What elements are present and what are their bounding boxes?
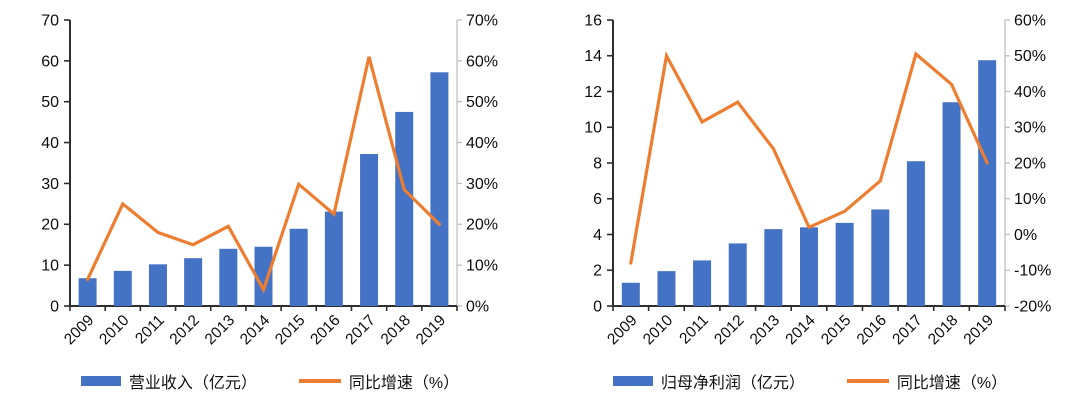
- net-profit-growth-chart: -20% -10% 0% 10% 20% 30% 40% 50% 60% 0 2 4 6 8 10 12 14 1…: [540, 0, 1080, 400]
- bar-2011: [148, 264, 167, 306]
- bar-2016: [324, 211, 343, 306]
- x-category-label: 2010: [96, 312, 133, 349]
- left-axis-tick-label: 30: [41, 176, 59, 193]
- bar-2011: [693, 260, 712, 306]
- right-axis-tick-label: 0%: [466, 298, 489, 315]
- right-axis-tick-label: 50%: [466, 94, 498, 111]
- x-category-label: 2010: [640, 312, 677, 349]
- right-axis-tick-label: 20%: [1014, 155, 1046, 172]
- bar-2016: [871, 209, 890, 306]
- bar-2014: [254, 246, 273, 306]
- legend-item-revenue: 营业收入（亿元）: [80, 369, 257, 393]
- x-category-label: 2014: [782, 312, 819, 349]
- x-category-label: 2013: [747, 312, 783, 348]
- x-category-label: 2011: [676, 312, 712, 348]
- left-axis-tick-label: 12: [584, 84, 602, 101]
- legend: 营业收入（亿元） 同比增速（%）: [0, 369, 540, 393]
- bar-2015: [289, 228, 308, 306]
- bar-2013: [219, 248, 238, 306]
- legend-label-growth: 同比增速（%）: [896, 375, 1008, 392]
- net-profit-plot: -20% -10% 0% 10% 20% 30% 40% 50% 60% 0 2 4 6 8 10 12 14 1…: [584, 12, 1051, 349]
- bar-series-swatch: [80, 376, 121, 386]
- growth-line: [629, 50, 989, 265]
- right-axis-tick-label: -10%: [1014, 263, 1051, 280]
- right-axis-tick-label: 0%: [1014, 227, 1037, 244]
- left-axis-tick-label: 0: [50, 298, 59, 315]
- right-axis-tick-label: 50%: [1014, 48, 1046, 65]
- x-category-label: 2019: [961, 312, 997, 348]
- bar-2013: [764, 229, 783, 306]
- bar-2017: [360, 154, 379, 306]
- x-category-label: 2019: [413, 312, 449, 348]
- x-category-label: 2018: [378, 312, 414, 348]
- bar-2015: [835, 222, 854, 306]
- legend: 归母净利润（亿元） 同比增速（%）: [540, 369, 1080, 393]
- x-category-label: 2012: [711, 312, 747, 348]
- right-axis-tick-label: 30%: [1014, 120, 1046, 137]
- left-axis-tick-label: 16: [584, 12, 602, 29]
- x-category-label: 2014: [237, 312, 274, 349]
- x-category-label: 2018: [925, 312, 961, 348]
- left-axis-tick-label: 10: [584, 120, 602, 137]
- right-axis-tick-label: 30%: [466, 176, 498, 193]
- bar-2010: [113, 270, 132, 306]
- bar-2012: [728, 243, 747, 306]
- x-category-label: 2017: [889, 312, 925, 348]
- bar-2009: [621, 282, 640, 306]
- bar-2019: [978, 60, 997, 306]
- bar-series-swatch: [612, 376, 653, 386]
- left-axis-tick-label: 50: [41, 94, 59, 111]
- left-axis-tick-label: 8: [593, 155, 602, 172]
- x-category-label: 2016: [307, 312, 343, 348]
- left-axis-tick-label: 14: [584, 48, 602, 65]
- line-series-swatch: [846, 379, 889, 383]
- right-axis-tick-label: 60%: [1014, 12, 1046, 29]
- left-axis-tick-label: 10: [41, 258, 59, 275]
- left-axis-tick-label: 40: [41, 135, 59, 152]
- x-category-label: 2012: [167, 312, 203, 348]
- right-axis-tick-label: 70%: [466, 12, 498, 29]
- revenue-plot: 0% 10% 20% 30% 40% 50% 60% 70% 0 10 20 30 40 50 60 70 20…: [41, 12, 498, 349]
- legend-label-net-profit: 归母净利润（亿元）: [660, 375, 805, 392]
- x-category-label: 2015: [818, 312, 854, 348]
- x-category-label: 2016: [854, 312, 890, 348]
- bar-2019: [430, 72, 449, 306]
- right-axis-tick-label: 60%: [466, 53, 498, 70]
- legend-item-net-profit: 归母净利润（亿元）: [612, 369, 805, 393]
- left-axis-tick-label: 2: [593, 263, 602, 280]
- left-axis-tick-label: 4: [593, 227, 602, 244]
- x-category-label: 2013: [202, 312, 238, 348]
- bar-2014: [800, 227, 818, 306]
- left-axis-tick-label: 6: [593, 191, 602, 208]
- growth-line: [85, 56, 441, 294]
- bar-2018: [942, 102, 961, 306]
- left-axis-tick-label: 70: [41, 12, 59, 29]
- legend-item-growth: 同比增速（%）: [846, 369, 1008, 393]
- x-category-label: 2015: [272, 312, 308, 348]
- right-axis-tick-label: 40%: [466, 135, 498, 152]
- right-axis-tick-label: -20%: [1014, 298, 1051, 315]
- bar-2012: [184, 258, 203, 306]
- legend-label-revenue: 营业收入（亿元）: [128, 375, 257, 392]
- left-axis-tick-label: 60: [41, 53, 59, 70]
- line-series-swatch: [298, 379, 341, 383]
- x-category-label: 2017: [342, 312, 378, 348]
- bar-2017: [906, 161, 925, 306]
- left-axis-tick-label: 20: [41, 217, 59, 234]
- right-axis-tick-label: 10%: [1014, 191, 1046, 208]
- x-category-label: 2009: [61, 312, 97, 348]
- legend-label-growth: 同比增速（%）: [348, 375, 460, 392]
- bar-2018: [395, 111, 414, 306]
- right-axis-tick-label: 20%: [466, 217, 498, 234]
- right-axis-tick-label: 10%: [466, 258, 498, 275]
- revenue-growth-chart: 0% 10% 20% 30% 40% 50% 60% 70% 0 10 20 30 40 50 60 70 20…: [0, 12, 540, 393]
- bar-2009: [78, 278, 97, 306]
- legend-item-growth: 同比增速（%）: [298, 369, 460, 393]
- x-category-label: 2009: [604, 312, 640, 348]
- left-axis-tick-label: 0: [593, 298, 602, 315]
- bar-2010: [657, 271, 676, 306]
- x-category-label: 2011: [132, 312, 168, 348]
- right-axis-tick-label: 40%: [1014, 84, 1046, 101]
